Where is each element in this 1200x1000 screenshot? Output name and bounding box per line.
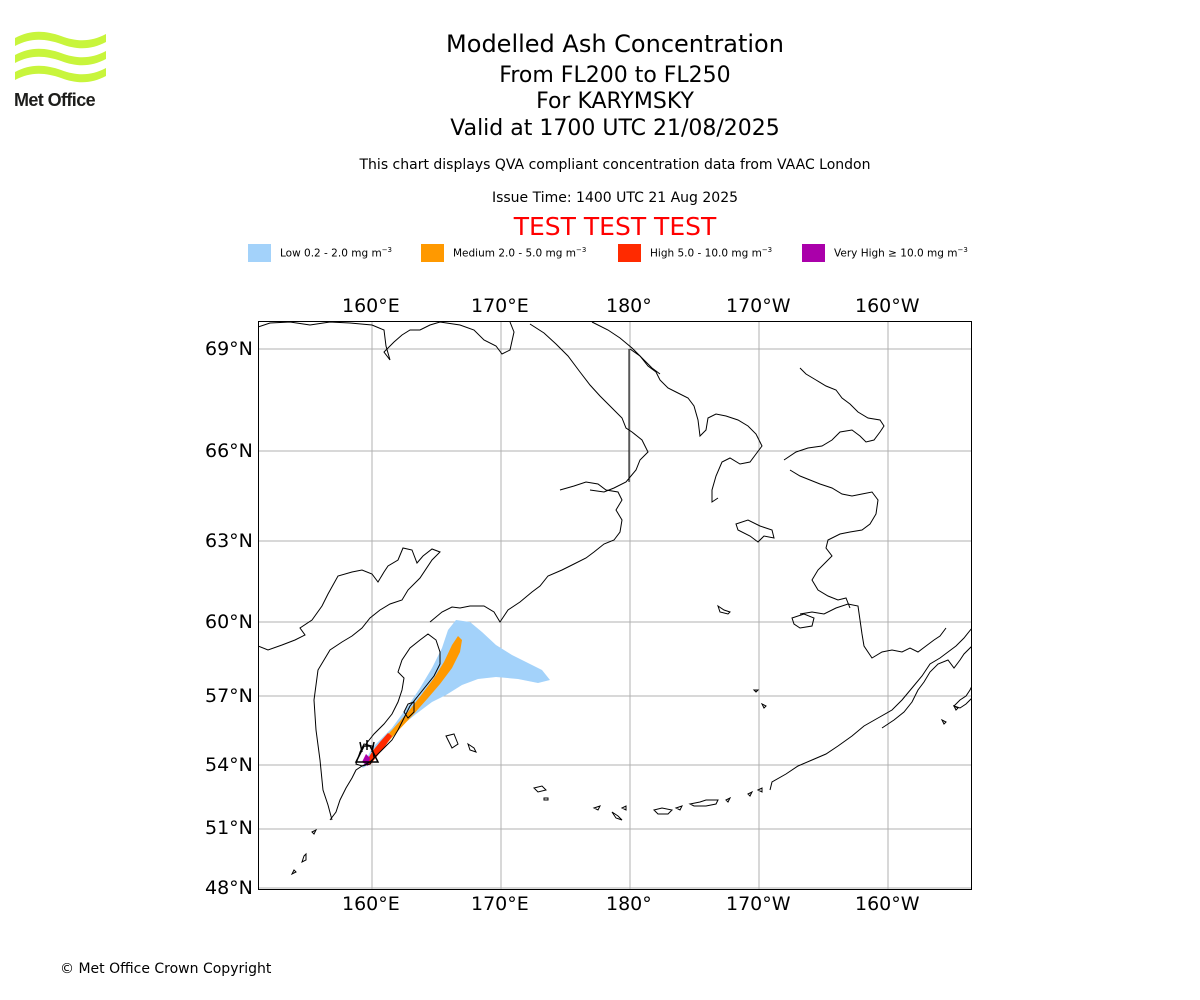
legend-swatch-medium: [421, 244, 444, 262]
island-st-lawrence: [735, 519, 775, 543]
island-nunivak: [791, 613, 815, 629]
lon-label-bottom-170w: 170°W: [726, 893, 791, 915]
valid-time: Valid at 1700 UTC 21/08/2025: [450, 116, 780, 141]
ash-low-region: [362, 620, 550, 768]
lon-label-bottom-180: 180°: [606, 893, 652, 915]
legend-swatch-high: [618, 244, 641, 262]
lon-label-top-160w: 160°W: [855, 295, 920, 317]
lon-label-bottom-170e: 170°E: [471, 893, 529, 915]
lat-label-66n: 66°N: [205, 440, 253, 462]
legend-label-low: Low 0.2 - 2.0 mg m−3: [280, 246, 393, 260]
coast-chukotka: [529, 323, 649, 493]
legend-label-medium: Medium 2.0 - 5.0 mg m−3: [453, 246, 587, 260]
legend-label-very-high: Very High ≥ 10.0 mg m−3: [834, 246, 968, 260]
met-office-wave-icon: [15, 31, 106, 83]
legend-swatch-very-high: [802, 244, 825, 262]
legend-label-high: High 5.0 - 10.0 mg m−3: [650, 246, 773, 260]
chart-title: Modelled Ash Concentration: [446, 30, 784, 58]
coast-alaska-kotzebue: [789, 469, 879, 609]
lat-label-63n: 63°N: [205, 530, 253, 552]
lon-label-top-160e: 160°E: [342, 295, 400, 317]
coast-alaska-mainland: [769, 627, 972, 791]
island-commander: [445, 733, 459, 749]
volcano-marker-icon: [354, 740, 380, 763]
flight-levels: From FL200 to FL250: [499, 63, 731, 88]
coastlines: [258, 321, 972, 876]
coast-alaska-bristol: [881, 645, 972, 729]
coast-karaginsky-island: [403, 701, 415, 719]
coast-alaska-seward: [783, 367, 885, 461]
coast-siberia: [258, 547, 441, 821]
island-misc: [752, 689, 959, 725]
island-pribilof: [717, 604, 731, 615]
lat-label-57n: 57°N: [205, 685, 253, 707]
island-kodiak: [953, 685, 972, 709]
coast-chukotka-east: [629, 348, 763, 503]
lat-label-60n: 60°N: [205, 611, 253, 633]
ash-high-region: [366, 733, 392, 765]
lon-label-top-170e: 170°E: [471, 295, 529, 317]
met-office-logo: Met Office: [14, 30, 108, 112]
island-commander-2: [467, 742, 477, 753]
volcano-name: For KARYMSKY: [536, 89, 694, 114]
map-frame-bg: [258, 321, 972, 890]
issue-time: Issue Time: 1400 UTC 21 Aug 2025: [491, 190, 739, 206]
lon-label-bottom-160w: 160°W: [855, 893, 920, 915]
coast-okhotsk-north: [429, 481, 623, 623]
coast-alaska-west: [591, 321, 661, 375]
lat-label-69n: 69°N: [205, 338, 253, 360]
copyright-notice: © Met Office Crown Copyright: [60, 961, 272, 977]
lat-label-48n: 48°N: [205, 877, 253, 899]
lon-label-bottom-160e: 160°E: [342, 893, 400, 915]
island-kuril: [290, 828, 318, 876]
legend-swatch-low: [248, 244, 271, 262]
map-frame: [258, 321, 972, 890]
coast-kamchatka: [329, 633, 441, 821]
lon-label-top-170w: 170°W: [726, 295, 791, 317]
lat-label-51n: 51°N: [205, 817, 253, 839]
lon-label-top-180: 180°: [606, 295, 652, 317]
logo-text: Met Office: [14, 90, 96, 110]
chart-description: This chart displays QVA compliant concen…: [359, 157, 871, 173]
aleutian-islands: [533, 785, 763, 821]
graticule: [258, 321, 972, 890]
test-banner: TEST TEST TEST: [513, 212, 717, 241]
coast-alaska-norton: [799, 603, 947, 659]
lat-label-54n: 54°N: [205, 754, 253, 776]
